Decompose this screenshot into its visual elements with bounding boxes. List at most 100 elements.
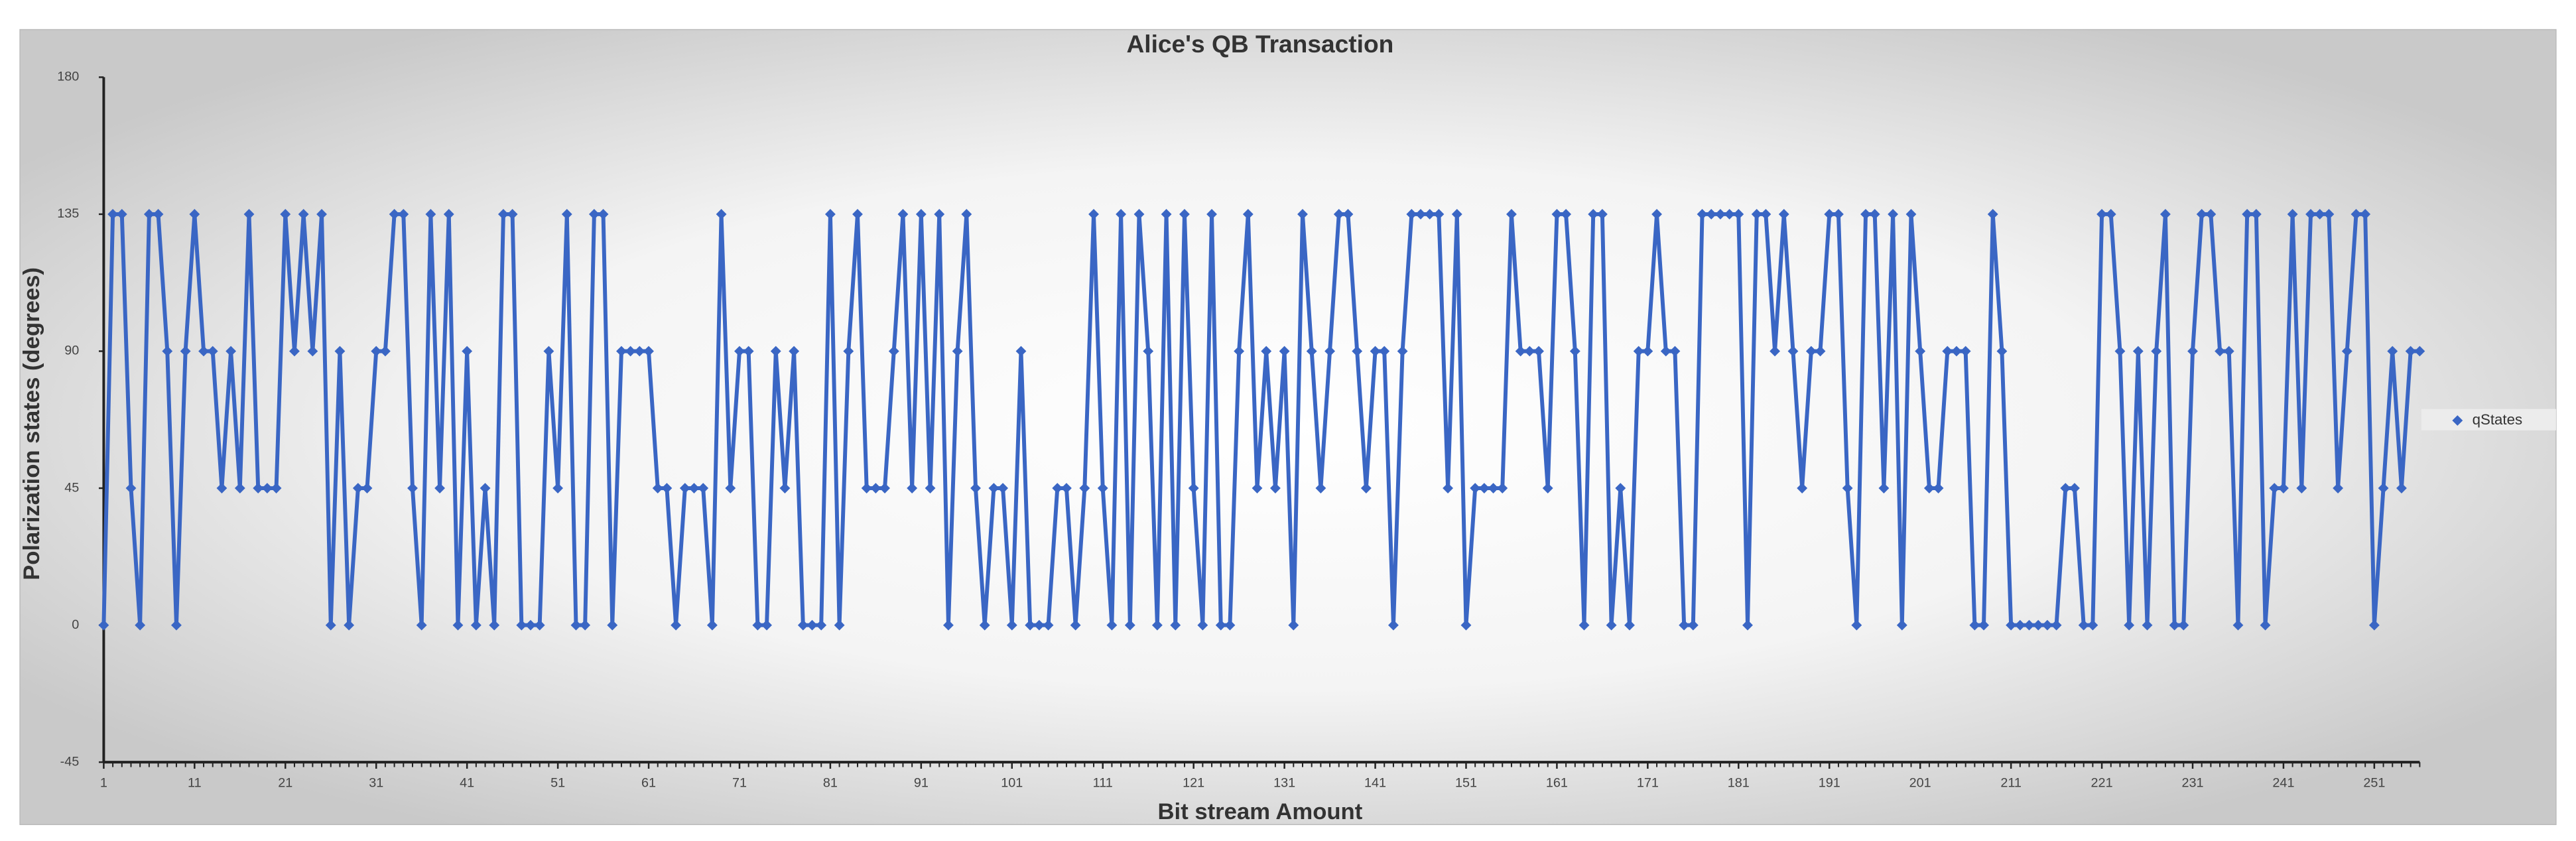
x-tick-label: 41 bbox=[460, 776, 474, 791]
point bbox=[761, 619, 772, 631]
point bbox=[1687, 619, 1699, 631]
x-tick-label: 231 bbox=[2181, 776, 2203, 791]
point bbox=[897, 209, 909, 220]
point bbox=[2051, 619, 2062, 631]
x-tick-label: 101 bbox=[1001, 776, 1023, 791]
x-tick-label: 1 bbox=[100, 776, 107, 791]
point bbox=[1896, 619, 1907, 631]
x-tick-label: 211 bbox=[2000, 776, 2022, 791]
point bbox=[1124, 619, 1135, 631]
x-tick-label: 11 bbox=[188, 776, 202, 791]
point bbox=[1742, 619, 1753, 631]
point bbox=[534, 619, 545, 631]
point bbox=[452, 619, 464, 631]
point bbox=[570, 619, 582, 631]
point bbox=[1842, 483, 1853, 493]
point bbox=[1261, 346, 1272, 357]
point bbox=[1206, 209, 1217, 220]
point bbox=[743, 346, 754, 357]
point bbox=[1960, 346, 1971, 357]
point bbox=[616, 346, 627, 357]
point bbox=[915, 209, 927, 220]
y-tick-label: 45 bbox=[64, 480, 79, 495]
point bbox=[107, 209, 119, 220]
point bbox=[1978, 619, 1989, 631]
point bbox=[1578, 619, 1590, 631]
point bbox=[607, 619, 618, 631]
point bbox=[1815, 346, 1826, 357]
point bbox=[1324, 346, 1336, 357]
point bbox=[1923, 483, 1935, 493]
point bbox=[1252, 483, 1263, 493]
point bbox=[289, 346, 300, 357]
point bbox=[1288, 619, 1299, 631]
point bbox=[588, 209, 600, 220]
point bbox=[598, 209, 609, 220]
point bbox=[1052, 483, 1063, 493]
x-tick-label: 111 bbox=[1093, 776, 1113, 791]
x-tick-label: 251 bbox=[2363, 776, 2385, 791]
point bbox=[1951, 346, 1962, 357]
point bbox=[1933, 483, 1944, 493]
point bbox=[2151, 346, 2162, 357]
point bbox=[371, 346, 382, 357]
legend-marker bbox=[2452, 415, 2463, 426]
point bbox=[1352, 346, 1363, 357]
point bbox=[1269, 483, 1281, 493]
point bbox=[861, 483, 872, 493]
point bbox=[2024, 619, 2035, 631]
point bbox=[1133, 209, 1145, 220]
point bbox=[98, 619, 109, 631]
point bbox=[1388, 619, 1399, 631]
point bbox=[1551, 209, 1563, 220]
x-tick-label: 161 bbox=[1546, 776, 1568, 791]
point bbox=[507, 209, 518, 220]
point bbox=[789, 346, 800, 357]
point bbox=[434, 483, 445, 493]
point bbox=[2006, 619, 2017, 631]
legend-label: qStates bbox=[2473, 411, 2523, 428]
point bbox=[361, 483, 373, 493]
point bbox=[2333, 483, 2344, 493]
point bbox=[961, 209, 972, 220]
x-tick-label: 151 bbox=[1455, 776, 1477, 791]
point bbox=[379, 346, 391, 357]
point bbox=[543, 346, 554, 357]
x-tick-label: 191 bbox=[1819, 776, 1840, 791]
point bbox=[734, 346, 745, 357]
point bbox=[2360, 209, 2371, 220]
point bbox=[462, 346, 473, 357]
point bbox=[2087, 619, 2098, 631]
point bbox=[1097, 483, 1108, 493]
point bbox=[1242, 209, 1254, 220]
point bbox=[879, 483, 891, 493]
point bbox=[1987, 209, 1998, 220]
point bbox=[1306, 346, 1317, 357]
point bbox=[1888, 209, 1899, 220]
point bbox=[2078, 619, 2089, 631]
point bbox=[2378, 483, 2389, 493]
point bbox=[1424, 209, 1435, 220]
y-tick-label: 0 bbox=[72, 617, 79, 632]
point bbox=[2368, 619, 2380, 631]
point bbox=[162, 346, 173, 357]
point bbox=[2323, 209, 2335, 220]
point bbox=[1006, 619, 1017, 631]
point bbox=[2060, 483, 2071, 493]
point bbox=[2314, 209, 2325, 220]
point bbox=[125, 483, 137, 493]
point bbox=[2223, 346, 2234, 357]
point bbox=[1751, 209, 1762, 220]
point bbox=[334, 346, 346, 357]
point bbox=[870, 483, 881, 493]
point bbox=[216, 483, 227, 493]
point bbox=[970, 483, 981, 493]
point bbox=[2278, 483, 2289, 493]
point bbox=[925, 483, 936, 493]
y-tick-label: 135 bbox=[57, 206, 79, 221]
point bbox=[797, 619, 808, 631]
point bbox=[1170, 619, 1181, 631]
point bbox=[2169, 619, 2180, 631]
point bbox=[198, 346, 209, 357]
x-tick-label: 81 bbox=[823, 776, 838, 791]
